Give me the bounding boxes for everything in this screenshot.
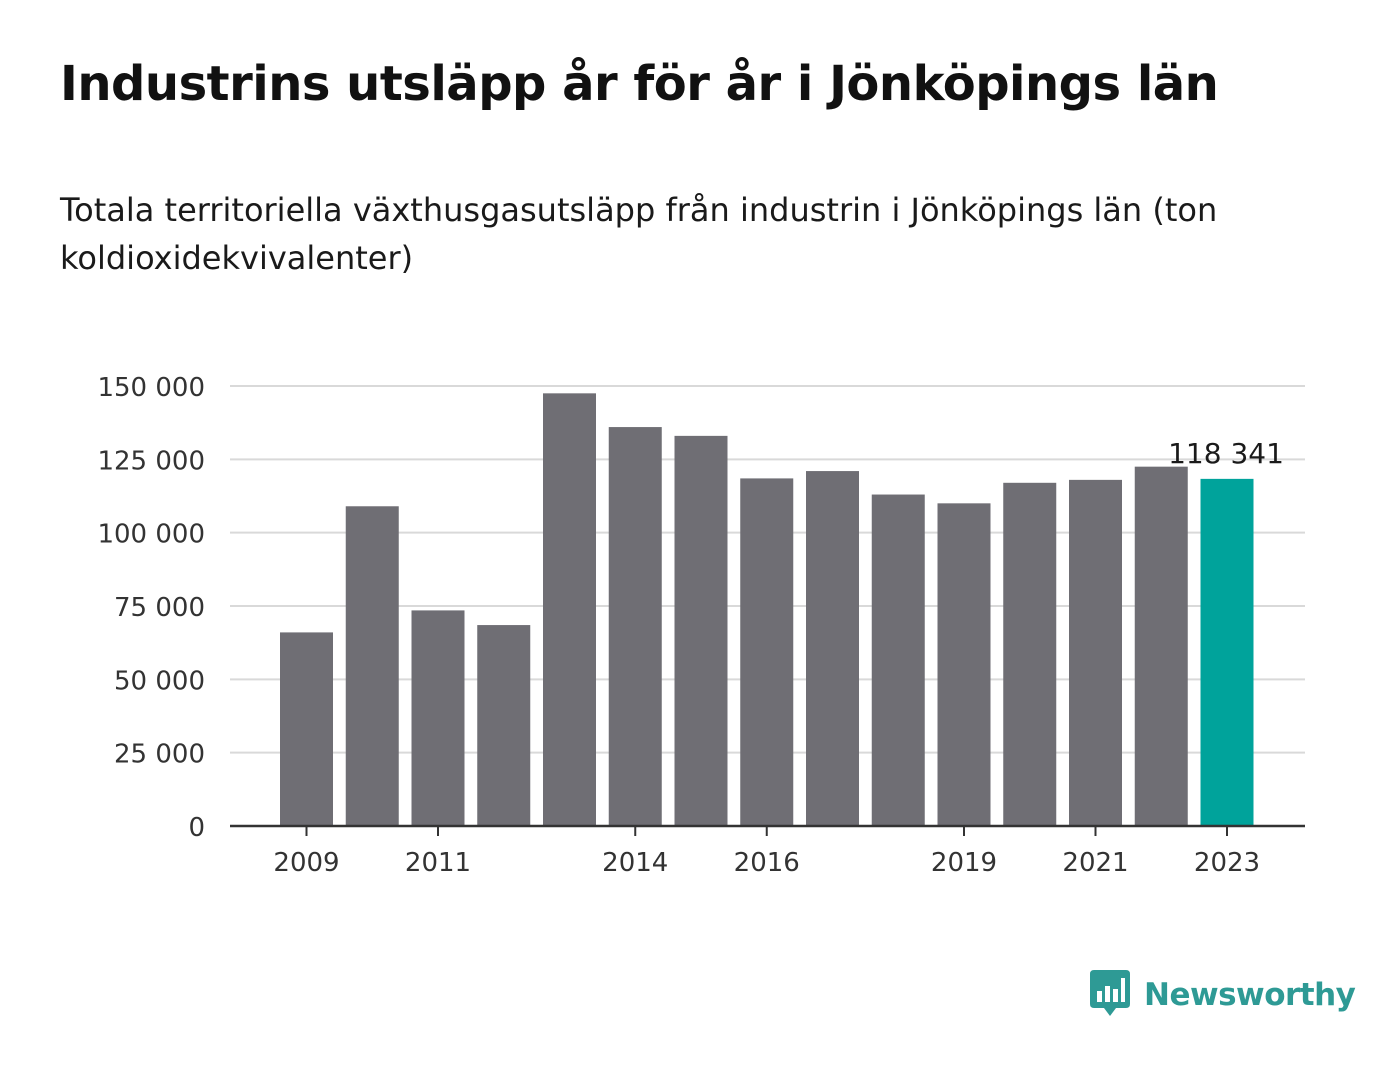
bars xyxy=(280,393,1254,826)
y-tick-label: 75 000 xyxy=(114,593,205,623)
x-tick-label: 2023 xyxy=(1194,848,1260,878)
y-axis-tick-labels: 0 25 000 50 000 75 000 100 000 125 000 150 000 xyxy=(97,373,205,843)
bar-2016 xyxy=(740,478,794,826)
bar-2014 xyxy=(608,427,662,826)
y-tick-label: 0 xyxy=(188,813,205,843)
chart-title: Industrins utsläpp år för år i Jönköping… xyxy=(60,56,1219,112)
brand-name: Newsworthy xyxy=(1144,977,1356,1013)
bar-2019 xyxy=(937,503,991,826)
bar-2021 xyxy=(1069,479,1122,826)
y-tick-label: 125 000 xyxy=(97,446,205,476)
x-tick-label: 2014 xyxy=(602,848,668,878)
bar-2020 xyxy=(1003,482,1057,826)
brand-logo: Newsworthy xyxy=(1090,970,1356,1020)
x-axis xyxy=(230,824,1305,836)
x-tick-label: 2011 xyxy=(405,848,471,878)
y-tick-label: 150 000 xyxy=(97,373,205,403)
bar-2018 xyxy=(871,494,925,826)
bar-2009 xyxy=(280,632,333,826)
y-tick-label: 100 000 xyxy=(97,520,205,550)
x-tick-label: 2016 xyxy=(734,848,800,878)
bar-2022 xyxy=(1134,466,1188,826)
x-tick-label: 2009 xyxy=(273,848,339,878)
x-axis-tick-labels: 2009 2011 2014 2016 2019 2021 2023 xyxy=(273,848,1260,878)
bar-2011 xyxy=(411,610,465,826)
bar-2010 xyxy=(345,506,399,826)
bar-chart: 0 25 000 50 000 75 000 100 000 125 000 150 000… xyxy=(97,373,1305,878)
x-tick-label: 2021 xyxy=(1062,848,1128,878)
bar-2015 xyxy=(674,435,728,826)
bar-2017 xyxy=(806,471,859,826)
y-tick-label: 50 000 xyxy=(114,666,205,696)
bar-2023 xyxy=(1200,478,1254,826)
bar-2013 xyxy=(543,393,596,826)
data-label: 118 341 xyxy=(1168,437,1284,470)
y-tick-label: 25 000 xyxy=(114,740,205,770)
chart-subtitle: Totala territoriella växthusgasutsläpp f… xyxy=(60,191,1218,277)
bar-2012 xyxy=(477,625,531,826)
annotations: 118 341 xyxy=(1168,437,1284,470)
x-tick-label: 2019 xyxy=(931,848,997,878)
newsworthy-bar-chart-logo-icon xyxy=(1090,970,1130,1016)
